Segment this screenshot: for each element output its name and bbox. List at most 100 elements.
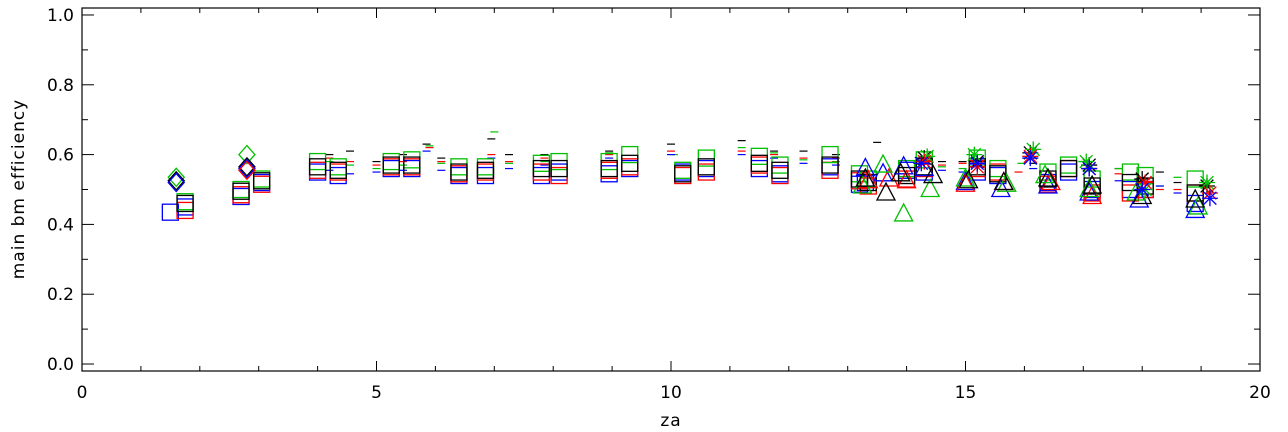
square-point xyxy=(476,166,495,185)
square-point xyxy=(771,156,789,174)
triangle-point xyxy=(875,181,897,201)
triangle-point xyxy=(1037,167,1059,187)
square-point xyxy=(674,161,692,179)
square-point xyxy=(1059,156,1078,174)
square-point xyxy=(1059,159,1078,178)
triangle-point xyxy=(1082,174,1103,194)
triangle-point xyxy=(1185,188,1206,208)
square-point xyxy=(621,158,639,176)
square-point xyxy=(1186,194,1204,213)
square-point xyxy=(1083,177,1101,195)
square-point xyxy=(697,158,715,176)
diamond-point xyxy=(167,170,186,191)
diamond-point xyxy=(238,144,256,165)
triangle-point xyxy=(893,202,914,222)
asterisk-point xyxy=(966,146,983,163)
square-point xyxy=(771,166,789,185)
square-point xyxy=(308,163,327,181)
square-point xyxy=(771,165,789,183)
square-point xyxy=(382,152,400,171)
square-point xyxy=(476,158,495,176)
triangle-point xyxy=(890,162,911,182)
asterisk-point xyxy=(1025,141,1042,158)
y-tick-label: 1.0 xyxy=(47,6,74,26)
square-point xyxy=(176,198,194,216)
square-point xyxy=(308,158,327,176)
y-tick-label: 0.2 xyxy=(47,285,74,305)
square-point xyxy=(697,149,715,167)
square-point xyxy=(476,161,495,179)
square-point xyxy=(308,161,327,179)
square-point xyxy=(821,145,839,164)
triangle-point xyxy=(990,178,1011,198)
triangle-point xyxy=(1129,188,1150,208)
square-point xyxy=(232,186,250,204)
triangle-point xyxy=(920,178,941,198)
square-point xyxy=(850,175,869,193)
x-tick-label: 10 xyxy=(660,383,682,403)
triangle-point xyxy=(1034,164,1056,184)
asterisk-point xyxy=(1081,160,1098,177)
square-point xyxy=(550,163,568,181)
triangle-point xyxy=(855,167,876,187)
square-point xyxy=(600,159,618,178)
triangle-point xyxy=(872,153,894,173)
triangle-point xyxy=(1132,185,1153,205)
asterisk-point xyxy=(969,155,986,172)
axis-ticks xyxy=(81,8,1261,371)
asterisk-point xyxy=(1201,190,1218,207)
square-point xyxy=(252,173,271,192)
square-point xyxy=(232,187,250,206)
triangle-point xyxy=(1188,195,1209,215)
square-point xyxy=(252,175,271,193)
triangle-point xyxy=(993,171,1014,191)
diamond-point xyxy=(167,172,186,193)
square-point xyxy=(1059,163,1078,181)
asterisk-point xyxy=(919,148,936,165)
square-point xyxy=(600,152,618,171)
square-point xyxy=(1121,163,1140,181)
square-point xyxy=(232,180,250,199)
triangle-point xyxy=(955,167,976,187)
asterisk-point xyxy=(1137,174,1154,191)
asterisk-point xyxy=(1022,150,1039,167)
asterisk-point xyxy=(1134,181,1151,198)
square-point xyxy=(382,158,400,176)
triangle-point xyxy=(1185,199,1206,219)
square-point xyxy=(232,182,250,200)
x-tick-label: 5 xyxy=(371,383,382,403)
y-tick-label: 0.6 xyxy=(47,146,74,166)
asterisk-point xyxy=(916,153,933,170)
data-markers xyxy=(161,141,1218,222)
square-point xyxy=(600,165,618,183)
square-point xyxy=(1059,159,1078,178)
diamond-point xyxy=(238,160,256,181)
triangle-point xyxy=(896,169,917,189)
x-axis-title: za xyxy=(660,411,681,431)
triangle-point xyxy=(1079,178,1100,198)
square-point xyxy=(750,156,768,174)
triangle-point xyxy=(996,172,1017,192)
square-point xyxy=(329,161,347,179)
triangle-point xyxy=(955,171,976,191)
square-point xyxy=(750,147,768,165)
square-point xyxy=(450,166,468,185)
asterisk-point xyxy=(913,155,930,172)
square-point xyxy=(600,161,618,179)
square-point xyxy=(382,159,400,178)
square-point xyxy=(621,145,639,164)
square-point xyxy=(532,159,551,178)
square-point xyxy=(176,201,194,220)
square-point xyxy=(532,163,551,181)
triangle-point xyxy=(955,172,976,192)
axis-tick-labels: 0 5 10 15 20 0.0 0.2 0.4 0.6 0.8 1.0 xyxy=(47,6,1271,403)
triangle-point xyxy=(852,174,873,194)
y-tick-label: 0.0 xyxy=(47,355,74,375)
square-point xyxy=(476,163,495,181)
square-point xyxy=(674,166,692,185)
square-point xyxy=(308,152,327,171)
square-point xyxy=(252,172,271,190)
diamond-point xyxy=(238,158,256,179)
square-point xyxy=(821,156,839,174)
